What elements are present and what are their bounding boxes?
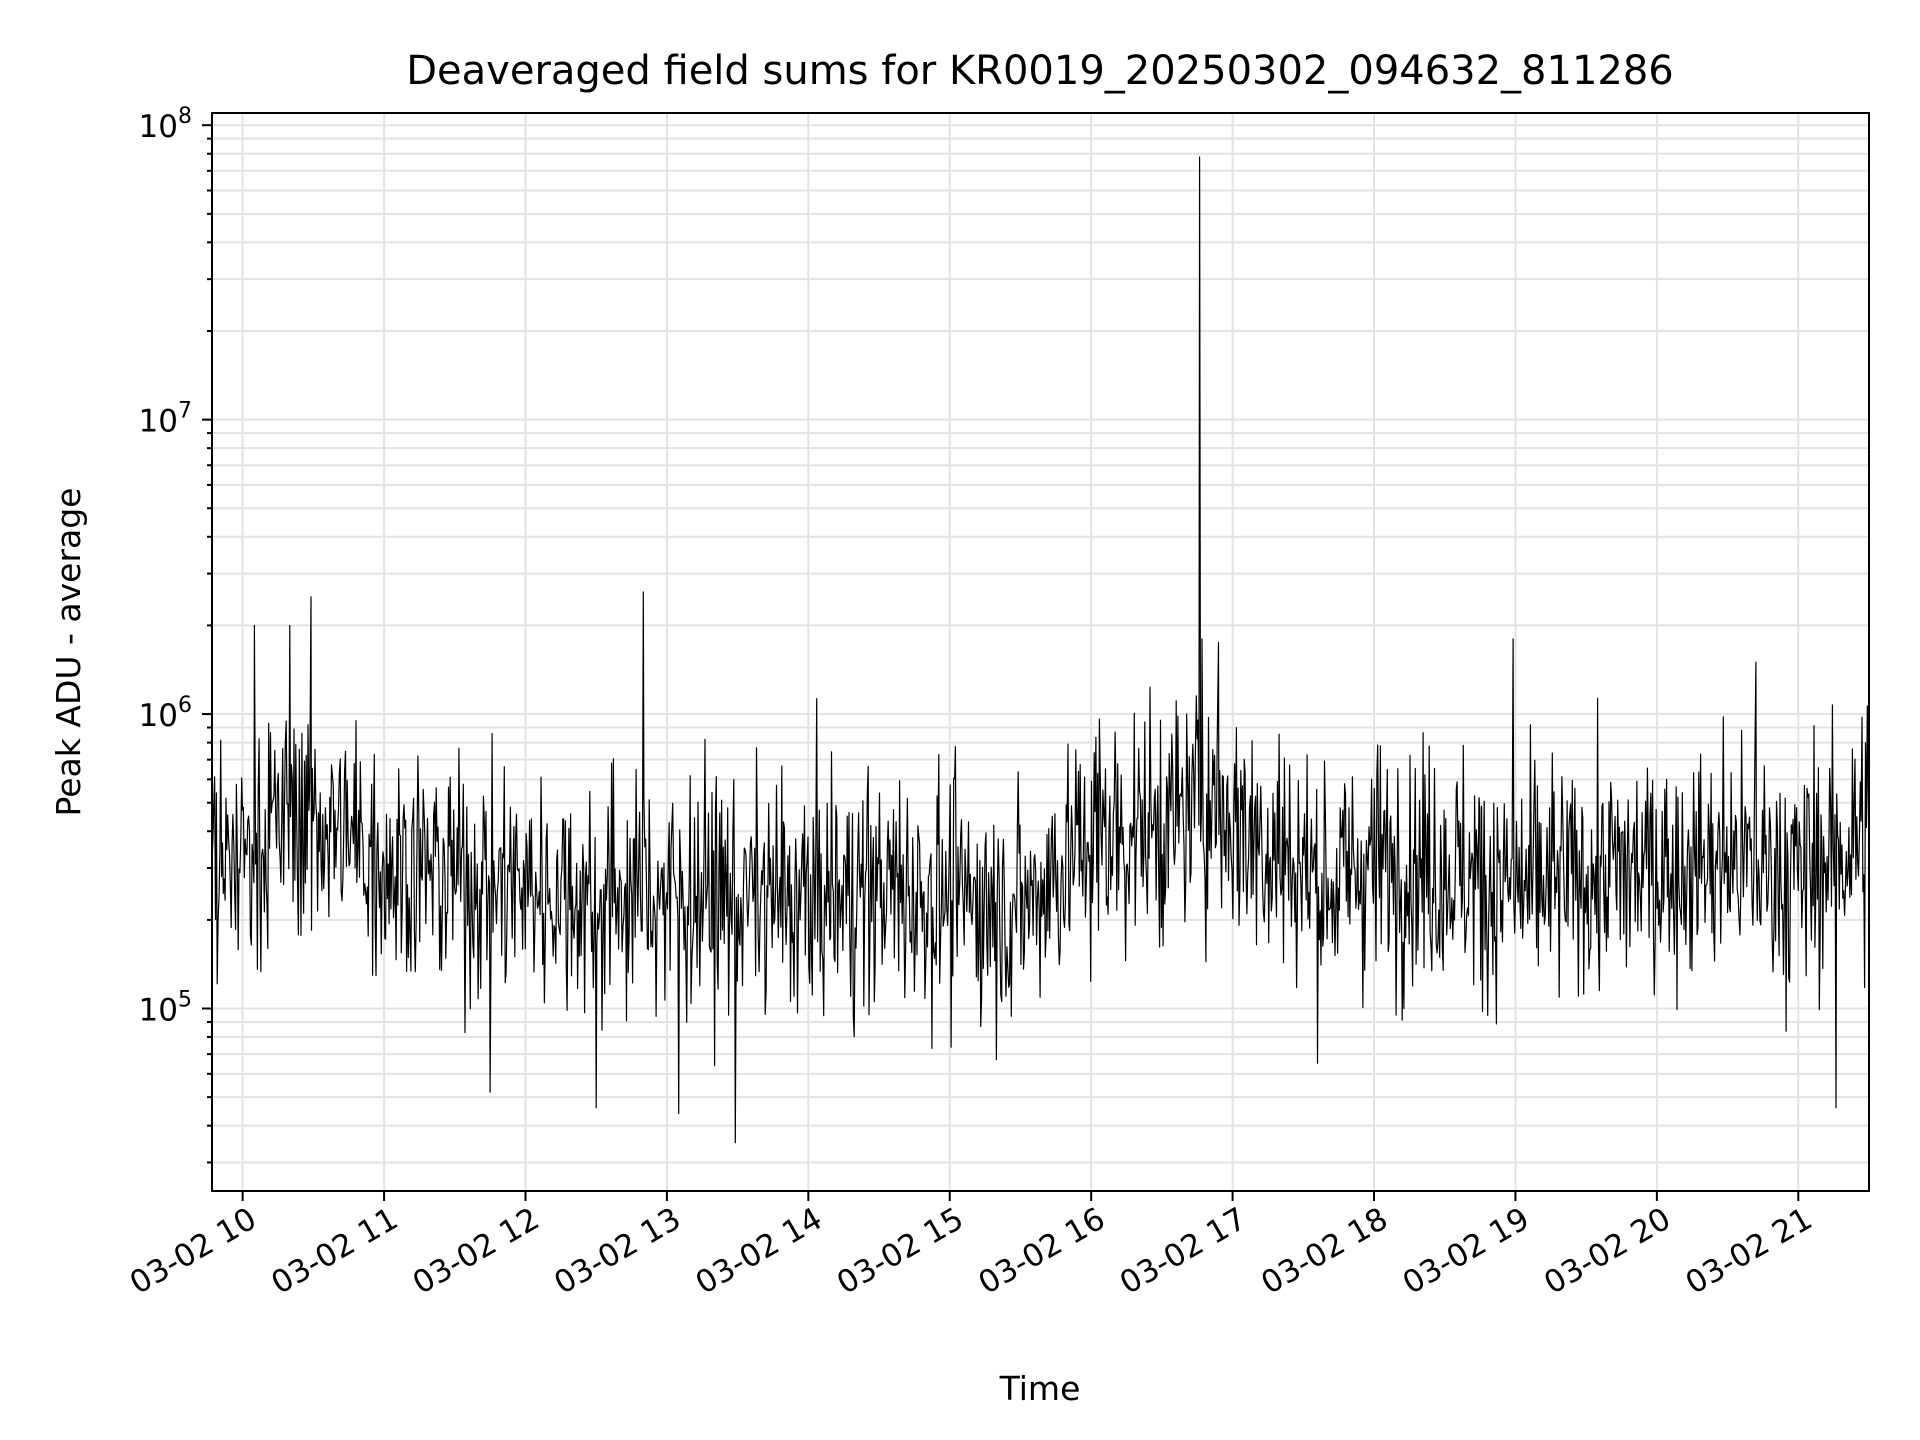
- x-tick-label: 03-02 12: [407, 1201, 546, 1302]
- y-axis-label: Peak ADU - average: [49, 488, 88, 817]
- y-tick-label: 105: [139, 988, 192, 1029]
- chart-title: Deaveraged field sums for KR0019_2025030…: [406, 48, 1674, 94]
- x-axis: 03-02 10 03-02 11 03-02 12 03-02 13 03-02 14…: [124, 1191, 1818, 1302]
- x-tick-label: 03-02 19: [1397, 1201, 1536, 1302]
- x-tick-label: 03-02 13: [548, 1201, 687, 1302]
- x-tick-label: 03-02 17: [1114, 1201, 1253, 1302]
- x-tick-label: 03-02 16: [972, 1201, 1111, 1302]
- y-axis: 105 106 107 108: [139, 104, 212, 1164]
- x-tick-label: 03-02 18: [1255, 1201, 1394, 1302]
- series-line: [211, 156, 1870, 1144]
- x-tick-label: 03-02 10: [124, 1201, 263, 1302]
- x-tick-label: 03-02 15: [831, 1201, 970, 1302]
- x-tick-label: 03-02 14: [690, 1201, 829, 1302]
- y-tick-label: 106: [139, 693, 192, 734]
- x-tick-label: 03-02 21: [1680, 1201, 1819, 1302]
- x-tick-label: 03-02 20: [1538, 1201, 1677, 1302]
- y-tick-label: 107: [139, 399, 192, 440]
- grid-layer: [212, 113, 1869, 1191]
- plot-frame: [211, 112, 1870, 1192]
- x-tick-label: 03-02 11: [265, 1201, 404, 1302]
- series-layer: [211, 156, 1870, 1144]
- y-tick-label: 108: [139, 104, 192, 145]
- x-axis-label: Time: [999, 1369, 1081, 1408]
